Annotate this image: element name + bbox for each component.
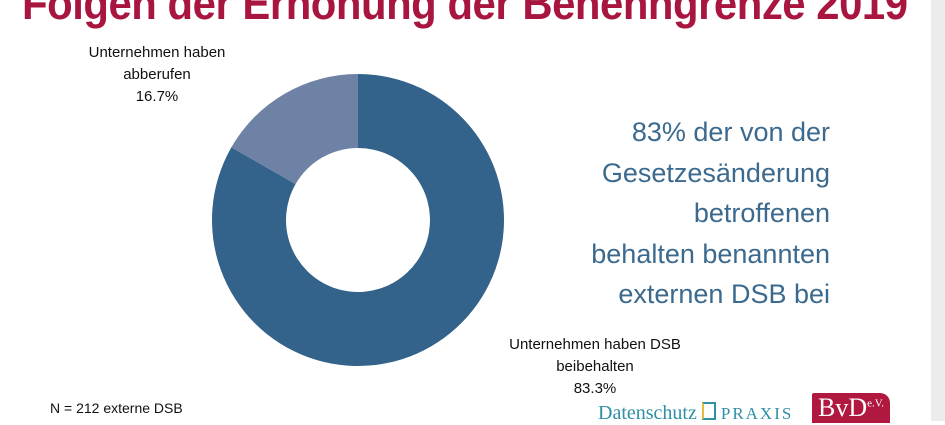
- chart-title: Folgen der Erhöhung der Benenngrenze 201…: [22, 0, 908, 29]
- message-line: Gesetzesänderung: [601, 157, 830, 188]
- label-abberufen: Unternehmen haben abberufen 16.7%: [62, 42, 252, 108]
- label-line: Unternehmen haben: [88, 44, 226, 61]
- donut-slice-0: [211, 74, 504, 366]
- label-line: Unternehmen haben DSB: [509, 336, 681, 353]
- donut-slice-1: [231, 74, 358, 185]
- data-label: 83.3%: [573, 380, 617, 397]
- logo-text: Datenschutz: [598, 402, 697, 424]
- logo-text: e.V.: [867, 397, 885, 410]
- data-label: 16.7%: [135, 88, 179, 105]
- label-line: beibehalten: [556, 358, 634, 375]
- message-line: behalten benannten: [591, 238, 830, 269]
- label-beibehalten: Unternehmen haben DSB beibehalten 83.3%: [480, 334, 710, 400]
- message-line: 83% der von der: [631, 117, 830, 147]
- sample-size-note: N = 212 externe DSB: [50, 400, 183, 416]
- key-message: 83% der von der Gesetzesänderung betroff…: [520, 112, 830, 315]
- datenschutz-praxis-logo: Datenschutz PRAXIS: [598, 402, 794, 425]
- scrollbar-strip: [931, 0, 945, 421]
- bvd-logo: BvDe.V.: [812, 393, 890, 423]
- label-line: abberufen: [123, 66, 191, 83]
- logo-box-icon: [701, 402, 716, 420]
- logo-text: BvD: [818, 393, 868, 422]
- message-line: betroffenen: [693, 198, 830, 228]
- message-line: externen DSB bei: [618, 279, 830, 309]
- logo-text: PRAXIS: [720, 404, 794, 423]
